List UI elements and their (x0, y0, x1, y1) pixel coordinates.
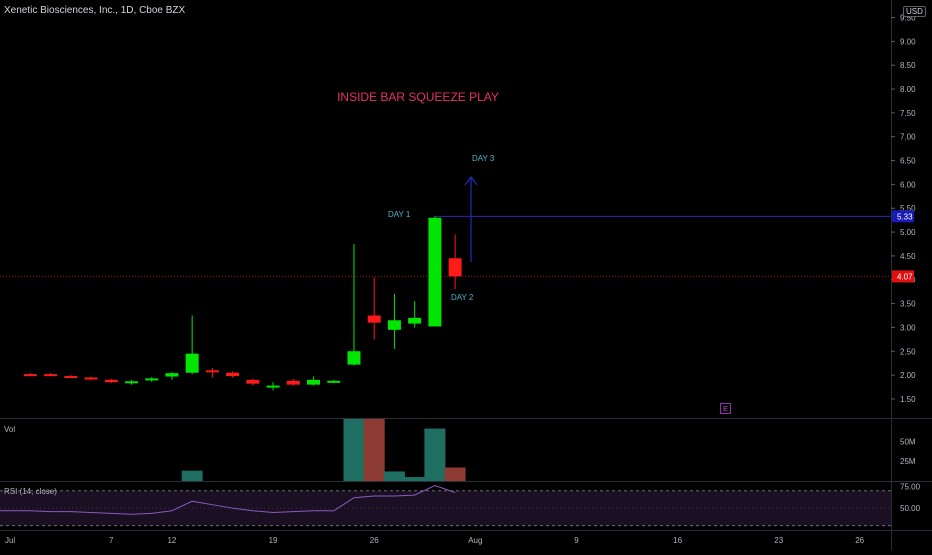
price-label-box (892, 270, 914, 283)
earnings-icon[interactable]: E (720, 403, 731, 414)
time-tick-label: 23 (774, 536, 783, 545)
price-tick-label: 3.50 (900, 300, 916, 309)
candle-body (104, 379, 118, 383)
candle-body (448, 258, 462, 277)
time-tick-label: 19 (269, 536, 278, 545)
price-tick-label: 8.00 (900, 85, 916, 94)
day1-annotation: DAY 1 (388, 210, 411, 219)
time-tick-label: 9 (574, 536, 579, 545)
time-tick-label: 7 (109, 536, 114, 545)
candle-body (165, 373, 179, 377)
price-tick-label: 2.50 (900, 347, 916, 356)
candle-body (246, 379, 260, 384)
candle-body (286, 380, 300, 385)
candle-body (84, 377, 98, 380)
candle-body (266, 385, 280, 388)
price-label-box (892, 210, 914, 223)
candle-body (124, 381, 138, 384)
price-tick-label: 6.50 (900, 157, 916, 166)
candle-body (367, 315, 381, 323)
price-tick-label: 9.00 (900, 37, 916, 46)
price-label: 4.07 (897, 272, 913, 281)
candle-body (64, 376, 78, 379)
price-tick-label: 9.50 (900, 14, 916, 23)
price-tick-label: 5.00 (900, 228, 916, 237)
candle-body (387, 320, 401, 330)
price-tick-label: 8.50 (900, 61, 916, 70)
volume-bar (404, 477, 426, 481)
price-tick-label: 2.00 (900, 371, 916, 380)
candle-body (145, 378, 159, 381)
price-tick-label: 5.50 (900, 204, 916, 213)
candle-body (408, 317, 422, 324)
volume-bar (424, 428, 446, 481)
candle-body (205, 370, 219, 373)
rsi-tick-label: 75.00 (900, 482, 921, 491)
volume-bar (343, 419, 365, 481)
volume-tick-label: 50M (900, 437, 916, 446)
candle-body (307, 379, 321, 385)
projection-arrow-head (464, 176, 478, 186)
symbol-title: Xenetic Biosciences, Inc., 1D, Cboe BZX (4, 5, 186, 16)
headline-annotation: INSIDE BAR SQUEEZE PLAY (337, 90, 499, 104)
volume-bar (363, 419, 385, 481)
price-tick-label: 4.50 (900, 252, 916, 261)
volume-bar (383, 471, 405, 481)
time-tick-label: Jul (5, 536, 15, 545)
day2-annotation: DAY 2 (451, 293, 474, 302)
price-label: 5.33 (897, 212, 913, 221)
price-tick-label: 7.50 (900, 109, 916, 118)
time-tick-label: 16 (673, 536, 682, 545)
time-tick-label: 26 (370, 536, 379, 545)
volume-bar (181, 470, 203, 481)
time-tick-label: 26 (855, 536, 864, 545)
currency-badge[interactable]: USD (903, 6, 926, 17)
candle-body (347, 351, 361, 365)
candle-body (185, 353, 199, 373)
price-tick-label: 1.50 (900, 395, 916, 404)
candle-body (23, 374, 37, 377)
candle-body (327, 380, 341, 383)
rsi-tick-label: 50.00 (900, 504, 921, 513)
candle-body (226, 372, 240, 377)
price-tick-label: 6.00 (900, 180, 916, 189)
price-tick-label: 7.00 (900, 133, 916, 142)
candle-body (44, 374, 58, 377)
candle-body (428, 217, 442, 327)
time-tick-label: Aug (468, 536, 482, 545)
rsi-pane-label: RSI (14, close) (4, 487, 57, 496)
rsi-band-fill (0, 490, 891, 526)
volume-bar (444, 467, 466, 481)
rsi-line (0, 484, 456, 515)
volume-pane-label: Vol (4, 425, 16, 434)
time-tick-label: 12 (167, 536, 176, 545)
price-tick-label: 3.00 (900, 323, 916, 332)
volume-tick-label: 25M (900, 457, 916, 466)
day3-annotation: DAY 3 (472, 154, 495, 163)
